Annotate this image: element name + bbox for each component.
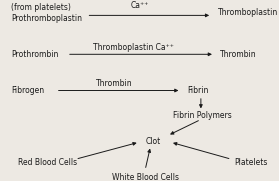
- Text: Thromboplastin Ca⁺⁺: Thromboplastin Ca⁺⁺: [93, 43, 174, 52]
- Text: Red Blood Cells: Red Blood Cells: [18, 158, 77, 167]
- Text: Prothrombin: Prothrombin: [11, 50, 59, 59]
- Text: Clot: Clot: [146, 137, 161, 146]
- Text: Fibrin: Fibrin: [187, 86, 208, 95]
- Text: (from platelets)
Prothromboplastin: (from platelets) Prothromboplastin: [11, 3, 82, 23]
- Text: Fibrin Polymers: Fibrin Polymers: [173, 111, 232, 120]
- Text: White Blood Cells: White Blood Cells: [112, 173, 179, 181]
- Text: Fibrogen: Fibrogen: [11, 86, 44, 95]
- Text: Thromboplastin: Thromboplastin: [218, 8, 278, 17]
- Text: Thrombin: Thrombin: [220, 50, 257, 59]
- Text: Ca⁺⁺: Ca⁺⁺: [130, 1, 149, 10]
- Text: Thrombin: Thrombin: [96, 79, 133, 88]
- Text: Platelets: Platelets: [234, 158, 268, 167]
